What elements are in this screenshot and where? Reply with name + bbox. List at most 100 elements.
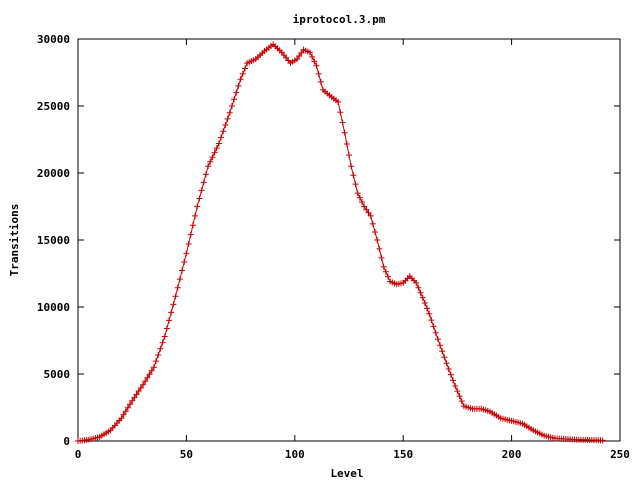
data-point-marker xyxy=(179,267,186,274)
data-point-marker xyxy=(369,220,376,227)
data-point-marker xyxy=(443,360,450,367)
data-point-marker xyxy=(176,276,183,283)
data-point-marker xyxy=(166,317,173,324)
data-point-marker xyxy=(417,289,424,296)
data-point-marker xyxy=(194,203,201,210)
y-tick-label: 20000 xyxy=(37,167,70,180)
data-point-marker xyxy=(209,154,216,161)
data-point-marker xyxy=(313,62,320,69)
data-point-marker xyxy=(343,140,350,147)
data-point-marker xyxy=(424,305,431,312)
data-point-marker xyxy=(380,263,387,270)
data-point-marker xyxy=(456,393,463,400)
data-point-marker xyxy=(187,231,194,238)
data-point-marker xyxy=(133,391,140,398)
data-point-marker xyxy=(161,333,168,340)
data-point-marker xyxy=(350,172,357,179)
data-point-marker xyxy=(447,371,454,378)
data-point-marker xyxy=(196,195,203,202)
data-point-marker xyxy=(168,309,175,316)
data-point-marker xyxy=(437,342,444,349)
series-group xyxy=(75,41,606,444)
data-point-marker xyxy=(309,53,316,60)
data-point-marker xyxy=(131,394,138,401)
data-point-marker xyxy=(174,284,181,291)
y-tick-label: 5000 xyxy=(44,368,71,381)
data-point-marker xyxy=(378,254,385,261)
data-point-marker xyxy=(452,383,459,390)
data-point-marker xyxy=(135,388,142,395)
data-point-marker xyxy=(454,388,461,395)
data-point-marker xyxy=(458,398,465,405)
x-tick-label: 150 xyxy=(393,448,413,461)
data-point-marker xyxy=(144,374,151,381)
data-point-marker xyxy=(376,245,383,252)
data-point-marker xyxy=(317,78,324,85)
plot-area-frame xyxy=(77,38,621,442)
data-point-marker xyxy=(189,222,196,229)
data-point-marker xyxy=(192,212,199,219)
x-tick-label: 50 xyxy=(180,448,193,461)
y-tick-label: 10000 xyxy=(37,301,70,314)
data-point-marker xyxy=(181,258,188,265)
data-point-marker xyxy=(233,89,240,96)
data-point-marker xyxy=(220,128,227,135)
data-point-marker xyxy=(415,284,422,291)
data-point-marker xyxy=(450,377,457,384)
data-point-marker xyxy=(352,181,359,188)
x-tick-label: 250 xyxy=(610,448,630,461)
data-point-marker xyxy=(228,103,235,109)
data-point-marker xyxy=(363,206,370,213)
data-point-marker xyxy=(421,299,428,306)
data-point-marker xyxy=(235,82,242,89)
data-point-marker xyxy=(296,52,303,59)
data-point-marker xyxy=(367,212,374,219)
data-point-marker xyxy=(374,237,381,243)
data-point-marker xyxy=(153,358,160,365)
data-point-marker xyxy=(124,404,131,411)
data-point-marker xyxy=(445,365,452,372)
data-point-marker xyxy=(198,187,205,194)
data-point-marker xyxy=(356,194,363,201)
data-point-marker xyxy=(185,241,192,248)
data-point-marker xyxy=(211,149,218,156)
chart-title: iprotocol.3.pm xyxy=(293,13,386,26)
data-point-marker xyxy=(419,294,426,301)
data-point-marker xyxy=(163,325,170,332)
data-point-marker xyxy=(359,199,366,206)
data-point-marker xyxy=(142,378,149,385)
data-point-marker xyxy=(439,348,446,355)
data-point-marker xyxy=(341,129,348,136)
data-point-marker xyxy=(237,76,244,83)
data-point-marker xyxy=(315,70,322,77)
data-point-marker xyxy=(298,49,305,56)
data-point-marker xyxy=(231,96,238,103)
data-point-marker xyxy=(413,279,420,286)
data-point-marker xyxy=(129,397,136,404)
data-point-marker xyxy=(218,134,225,141)
data-point-marker xyxy=(361,203,368,210)
x-axis-label: Level xyxy=(330,467,363,480)
data-point-marker xyxy=(426,310,433,317)
data-point-marker xyxy=(239,70,246,77)
data-point-marker xyxy=(205,163,212,170)
data-point-marker xyxy=(306,49,313,56)
data-point-marker xyxy=(120,411,127,418)
y-tick-label: 25000 xyxy=(37,100,70,113)
data-point-marker xyxy=(150,364,157,371)
data-point-marker xyxy=(215,140,222,147)
data-point-marker xyxy=(213,145,220,152)
data-point-marker xyxy=(118,415,125,422)
data-point-marker xyxy=(430,323,437,330)
data-point-marker xyxy=(222,122,229,129)
data-point-marker xyxy=(432,329,439,336)
data-point-marker xyxy=(226,109,233,116)
x-tick-label: 100 xyxy=(285,448,305,461)
data-point-marker xyxy=(170,301,177,308)
data-point-marker xyxy=(202,171,209,178)
data-point-marker xyxy=(207,158,214,165)
y-tick-label: 30000 xyxy=(37,33,70,46)
data-point-marker xyxy=(428,317,435,324)
data-point-marker xyxy=(224,115,231,122)
